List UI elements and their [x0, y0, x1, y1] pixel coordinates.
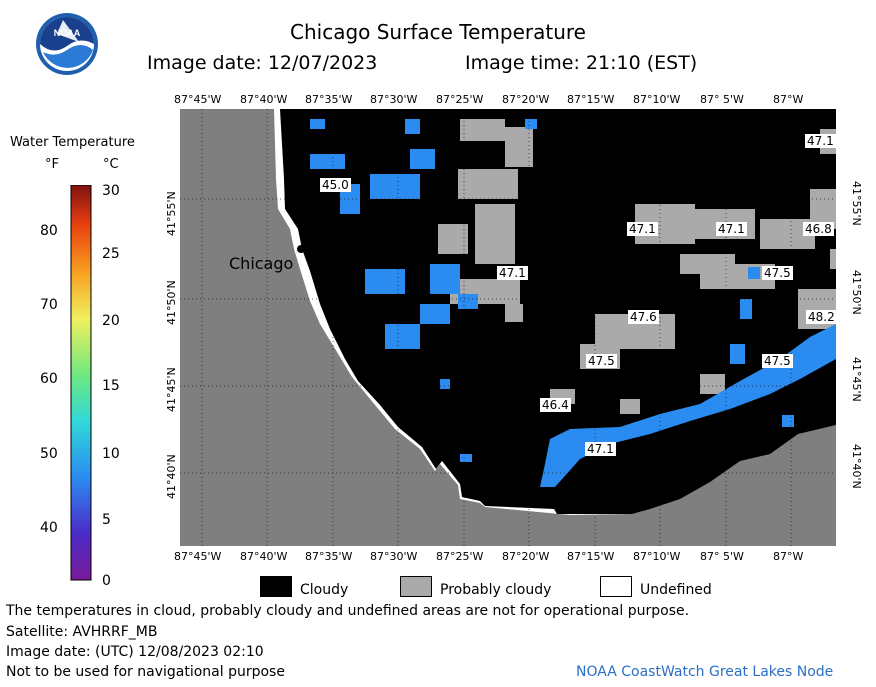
colorbar-f-tick: 40	[40, 520, 58, 536]
lat-label-left: 41°45'N	[165, 367, 178, 412]
lon-label-top: 87°W	[773, 93, 804, 106]
water-areas	[310, 119, 836, 487]
lat-label-left: 41°50'N	[165, 280, 178, 325]
temp-label: 46.4	[540, 398, 571, 412]
footer-disclaimer: The temperatures in cloud, probably clou…	[6, 603, 690, 619]
temp-label: 47.5	[762, 354, 793, 368]
colorbar-f-tick: 50	[40, 446, 58, 462]
image-date: Image date: 12/07/2023	[147, 52, 378, 74]
lon-label-top: 87°40'W	[240, 93, 288, 106]
lon-label-bottom: 87°W	[773, 550, 804, 563]
lon-label-bottom: 87°10'W	[633, 550, 681, 563]
colorbar-c-tick: 0	[102, 573, 111, 589]
lon-label-bottom: 87°25'W	[436, 550, 484, 563]
temp-label: 47.5	[586, 354, 617, 368]
temp-label: 47.1	[627, 222, 658, 236]
page-title: Chicago Surface Temperature	[290, 20, 586, 44]
city-label: Chicago	[229, 254, 294, 273]
lon-label-top: 87°15'W	[567, 93, 615, 106]
lon-label-bottom: 87° 5'W	[700, 550, 744, 563]
colorbar-c-tick: 30	[102, 183, 120, 199]
noaa-logo-text: NOAA	[54, 28, 81, 38]
colorbar-f-tick: 70	[40, 297, 58, 313]
colorbar-unit-c: °C	[103, 157, 119, 172]
lon-label-top: 87°30'W	[370, 93, 418, 106]
lat-label-right: 41°45'N	[850, 357, 863, 402]
colorbar-f-tick: 60	[40, 371, 58, 387]
colorbar-c-tick: 5	[102, 512, 111, 528]
temp-label: 47.1	[805, 134, 836, 148]
colorbar-c-tick: 10	[102, 446, 120, 462]
chicago-marker	[297, 245, 305, 253]
temperature-map	[180, 109, 836, 546]
temp-label: 47.5	[762, 266, 793, 280]
footer-credit: NOAA CoastWatch Great Lakes Node	[576, 664, 834, 680]
temp-label: 47.1	[497, 266, 528, 280]
colorbar	[70, 184, 92, 587]
footer-satellite: Satellite: AVHRRF_MB	[6, 624, 158, 640]
footer-nav-warning: Not to be used for navigational purpose	[6, 664, 285, 680]
lon-label-top: 87°25'W	[436, 93, 484, 106]
temp-label: 47.1	[716, 222, 747, 236]
lon-label-top: 87°45'W	[174, 93, 222, 106]
footer-utc-date: Image date: (UTC) 12/08/2023 02:10	[6, 644, 264, 660]
colorbar-c-tick: 15	[102, 378, 120, 394]
colorbar-unit-f: °F	[45, 157, 59, 172]
colorbar-c-tick: 20	[102, 313, 120, 329]
temp-label: 45.0	[320, 178, 351, 192]
lon-label-top: 87°10'W	[633, 93, 681, 106]
lat-label-right: 41°55'N	[850, 181, 863, 226]
lat-label-left: 41°55'N	[165, 191, 178, 236]
temp-label: 46.8	[803, 222, 834, 236]
lat-label-right: 41°50'N	[850, 270, 863, 315]
noaa-logo: NOAA	[35, 12, 99, 76]
legend-cloudy-swatch	[260, 576, 292, 597]
temp-label: 47.1	[585, 442, 616, 456]
colorbar-f-tick: 80	[40, 223, 58, 239]
lon-label-top: 87°20'W	[502, 93, 550, 106]
image-time: Image time: 21:10 (EST)	[465, 52, 698, 74]
lon-label-bottom: 87°35'W	[305, 550, 353, 563]
grid	[180, 109, 836, 546]
legend-probably-cloudy-swatch	[400, 576, 432, 597]
lon-label-bottom: 87°15'W	[567, 550, 615, 563]
legend-undefined-swatch	[600, 576, 632, 597]
lon-label-bottom: 87°30'W	[370, 550, 418, 563]
legend-probably-cloudy-label: Probably cloudy	[440, 582, 552, 598]
lon-label-bottom: 87°40'W	[240, 550, 288, 563]
lon-label-bottom: 87°20'W	[502, 550, 550, 563]
lat-label-left: 41°40'N	[165, 454, 178, 499]
temp-label: 48.2	[806, 310, 837, 324]
legend-cloudy-label: Cloudy	[300, 582, 349, 598]
lon-label-top: 87°35'W	[305, 93, 353, 106]
temp-label: 47.6	[628, 310, 659, 324]
lon-label-top: 87° 5'W	[700, 93, 744, 106]
lat-label-right: 41°40'N	[850, 444, 863, 489]
colorbar-title: Water Temperature	[10, 135, 135, 150]
lon-label-bottom: 87°45'W	[174, 550, 222, 563]
legend-undefined-label: Undefined	[640, 582, 712, 598]
colorbar-c-tick: 25	[102, 246, 120, 262]
